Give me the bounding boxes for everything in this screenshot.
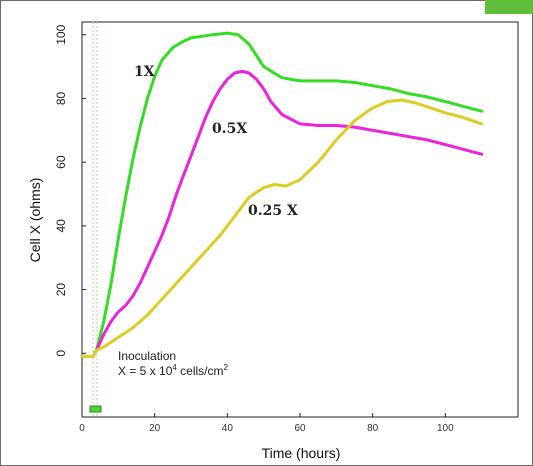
y-tick-label: 40 bbox=[54, 219, 68, 233]
series-label-0-5x: 0.5X bbox=[212, 121, 247, 137]
y-axis-title: Cell X (ohms) bbox=[27, 178, 43, 263]
y-tick-label: 80 bbox=[54, 91, 68, 105]
x-tick-label: 80 bbox=[367, 423, 379, 434]
y-axis-ticks: 0 20 40 60 80 100 bbox=[54, 24, 86, 357]
x-axis-title: Time (hours) bbox=[262, 445, 341, 461]
x-tick-label: 40 bbox=[222, 423, 234, 434]
series-line-1 bbox=[80, 69, 484, 358]
annotation-cell-density: X = 5 x 104 cells/cm2 bbox=[118, 363, 229, 378]
series-line-2 bbox=[80, 98, 484, 358]
series-line-0 bbox=[80, 31, 484, 358]
series-label-0-25x: 0.25 X bbox=[248, 203, 298, 219]
x-tick-label: 100 bbox=[437, 423, 454, 434]
annotation-inoculation: Inoculation bbox=[118, 349, 176, 363]
y-tick-label: 20 bbox=[54, 283, 68, 297]
x-tick-label: 60 bbox=[294, 423, 306, 434]
series-label-1x: 1X bbox=[134, 64, 155, 80]
x-axis-ticks: 0 20 40 60 80 100 bbox=[79, 413, 454, 434]
y-tick-label: 0 bbox=[54, 350, 68, 357]
corner-tab bbox=[485, 0, 533, 14]
y-tick-label: 60 bbox=[54, 155, 68, 169]
inoculation-marker bbox=[89, 405, 102, 413]
y-tick-label: 100 bbox=[54, 24, 68, 44]
x-tick-label: 0 bbox=[79, 423, 85, 434]
x-tick-label: 20 bbox=[149, 423, 161, 434]
series-lines bbox=[80, 31, 484, 358]
